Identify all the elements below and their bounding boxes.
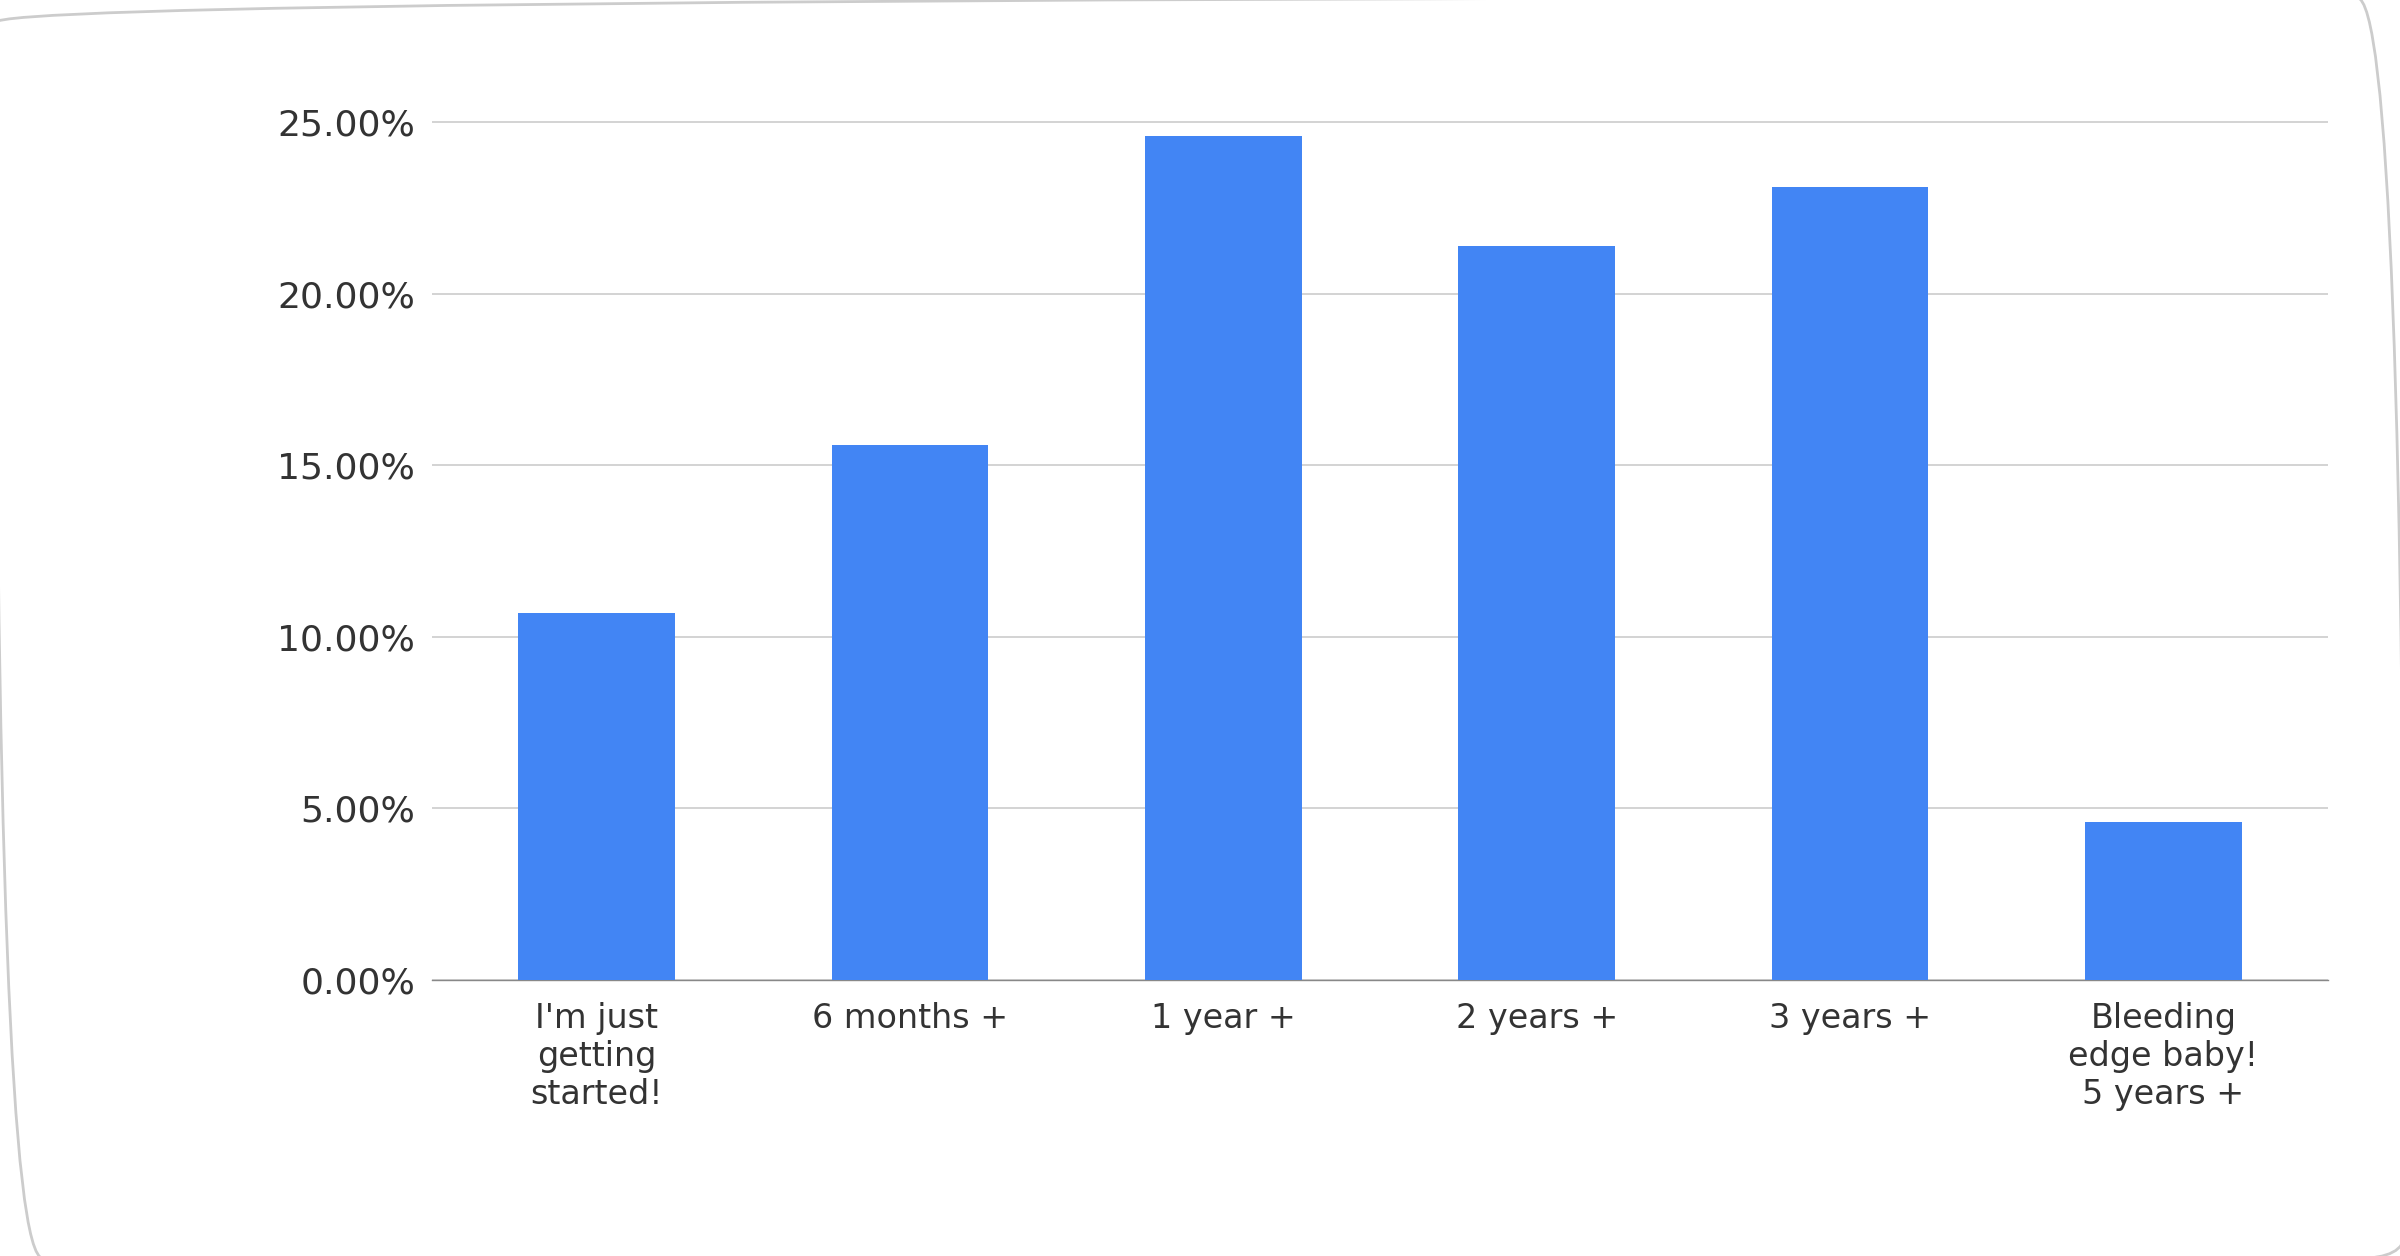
- Bar: [518, 613, 674, 980]
- Bar: [830, 445, 989, 980]
- Bar: [1459, 246, 1615, 980]
- Bar: [2086, 821, 2242, 980]
- Bar: [1771, 187, 1930, 980]
- Bar: [1145, 136, 1301, 980]
